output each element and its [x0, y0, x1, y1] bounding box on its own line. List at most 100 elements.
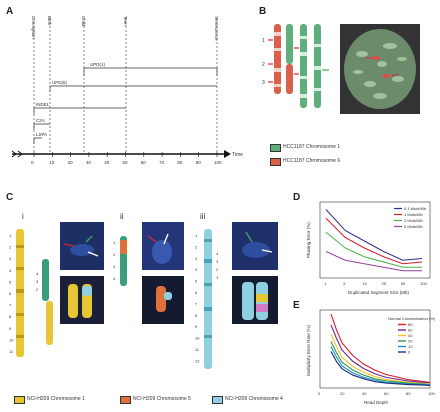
- c-iii-tick: 4: [195, 267, 198, 272]
- c-iii-tick: 12: [195, 358, 200, 363]
- sub-label-i: i: [22, 212, 24, 221]
- time-tick-label: 100: [214, 160, 222, 165]
- sub-label-iii: iii: [200, 212, 206, 221]
- c-iii-micrograph-bottom: [232, 276, 278, 324]
- c-i-tick: 10: [9, 337, 14, 342]
- time-tick-label: 0: [31, 160, 34, 165]
- c-iii-tick: 9: [195, 324, 198, 329]
- e-xtick: 0: [318, 391, 321, 396]
- e-legend-entry: 0: [408, 350, 411, 355]
- c-iii-tick: 8: [195, 313, 198, 318]
- e-series-line: [330, 313, 431, 383]
- legend-c-chr4: NCI-H209 Chromosome 4: [225, 396, 283, 402]
- e-series-line: [330, 341, 431, 386]
- c-i-tick: 7: [9, 303, 12, 308]
- c-iii-tick: 6: [195, 290, 198, 295]
- panel-a-timeline: Conception Birth Child Teen Senescence U…: [11, 16, 243, 165]
- c-i-callout: 3: [36, 279, 39, 284]
- panel-b-label: B: [259, 6, 267, 17]
- time-ticks: 0 10 20 30 40 50 60 70 80 90 100: [31, 152, 222, 165]
- legend-c-chr5: NCI-H209 Chromosome 5: [133, 396, 191, 402]
- c-iii-callout: 4: [216, 251, 219, 256]
- legend-c-chr1: NCI-H209 Chromosome 1: [27, 396, 85, 402]
- c-ii-tick: 3: [113, 264, 116, 269]
- c-iii-tick: 10: [195, 336, 200, 341]
- d-xtick: 50: [401, 281, 406, 286]
- panel-c-label: C: [6, 192, 14, 203]
- d-series-line: [325, 251, 422, 272]
- panel-b-micrograph: [340, 24, 420, 114]
- c-iii-tick: 11: [195, 347, 200, 352]
- region-upd1: UPD(1): [90, 62, 106, 67]
- time-tick-label: 50: [123, 160, 129, 165]
- c-iii-tick: 3: [195, 256, 198, 261]
- event-indel: INDEL: [36, 102, 50, 107]
- stage-conception: Conception: [31, 16, 36, 39]
- d-xtick: 100: [420, 281, 427, 286]
- stage-birth: Birth: [47, 16, 52, 26]
- c-ii-micrograph-top: [142, 222, 184, 270]
- d-legend-entry: 5 Muts/Mb: [404, 224, 423, 229]
- c-i-callout: 2: [36, 287, 39, 292]
- legend-swatch-b-chr1: [270, 144, 281, 152]
- legend-swatch-c-chr5: [120, 396, 131, 404]
- e-series-line: [330, 324, 431, 384]
- e-legend-entry: 60: [408, 328, 413, 333]
- time-tick-label: 40: [104, 160, 110, 165]
- e-xtick: 40: [362, 391, 367, 396]
- d-xtick: 25: [382, 281, 387, 286]
- c-iii-tick: 2: [195, 244, 198, 249]
- time-tick-label: 80: [177, 160, 183, 165]
- e-ylabel: Multiplicity Error Rate (%): [306, 324, 311, 376]
- d-ylabel: Phasing Error (%): [306, 222, 311, 258]
- region-upd6: UPD(6): [52, 80, 68, 85]
- c-ii-tick: 2: [113, 252, 116, 257]
- panel-e-label: E: [293, 300, 300, 311]
- time-tick-label: 30: [86, 160, 92, 165]
- event-lspa: LSPA: [36, 132, 47, 137]
- e-xtick: 100: [428, 391, 435, 396]
- panel-a-label: A: [6, 6, 14, 17]
- c-i-tick: 8: [9, 314, 12, 319]
- stage-teen: Teen: [123, 16, 128, 26]
- sub-label-ii: ii: [120, 212, 124, 221]
- event-c2a: C2A: [36, 118, 45, 123]
- d-series-line: [325, 231, 422, 268]
- c-iii-tick: 5: [195, 279, 198, 284]
- e-legend-entry: 80: [408, 322, 413, 327]
- c-iii-callout: 3: [216, 259, 219, 264]
- time-tick-label: 60: [141, 160, 147, 165]
- e-xtick: 80: [406, 391, 411, 396]
- d-xtick: 1: [324, 281, 327, 286]
- e-legend-title: Normal Contamination (%): [388, 316, 436, 321]
- d-xlabel: Duplicated Segment Size (Mb): [348, 290, 410, 295]
- time-label: Time: [232, 152, 243, 158]
- c-i-tick: 4: [9, 268, 12, 273]
- e-xtick: 60: [384, 391, 389, 396]
- legend-swatch-b-chr6: [270, 158, 281, 166]
- panel-d-chart: 0.1 Muts/Mb1 Muts/Mb2 Muts/Mb5 Muts/Mb 1…: [306, 201, 431, 295]
- time-tick-label: 70: [159, 160, 165, 165]
- d-xtick: 10: [362, 281, 367, 286]
- c-i-tick: 5: [9, 279, 12, 284]
- stage-child: Child: [81, 16, 86, 27]
- e-legend-entry: 20: [408, 339, 413, 344]
- e-series-line: [330, 351, 431, 386]
- chr-num-3: 3: [262, 80, 265, 86]
- d-xtick: 5: [343, 281, 346, 286]
- c-i-micrograph-bottom: [60, 276, 104, 324]
- c-i-tick: 11: [9, 349, 14, 354]
- d-legend-entry: 2 Muts/Mb: [404, 218, 423, 223]
- time-tick-label: 10: [49, 160, 55, 165]
- panel-b-chromosomes: 1 2 3: [262, 24, 329, 108]
- chr-num-1: 1: [262, 38, 265, 44]
- c-i-tick: 6: [9, 291, 12, 296]
- c-i-tick: 2: [9, 245, 12, 250]
- c-iii-callout: 1: [216, 275, 219, 280]
- c-i-ideograms: 1 2 3 4 5 6 7 8 9 10 11 4 3 2: [9, 229, 53, 357]
- legend-swatch-c-chr4: [212, 396, 223, 404]
- e-legend-entry: 10: [408, 344, 413, 349]
- d-series-line: [325, 217, 423, 265]
